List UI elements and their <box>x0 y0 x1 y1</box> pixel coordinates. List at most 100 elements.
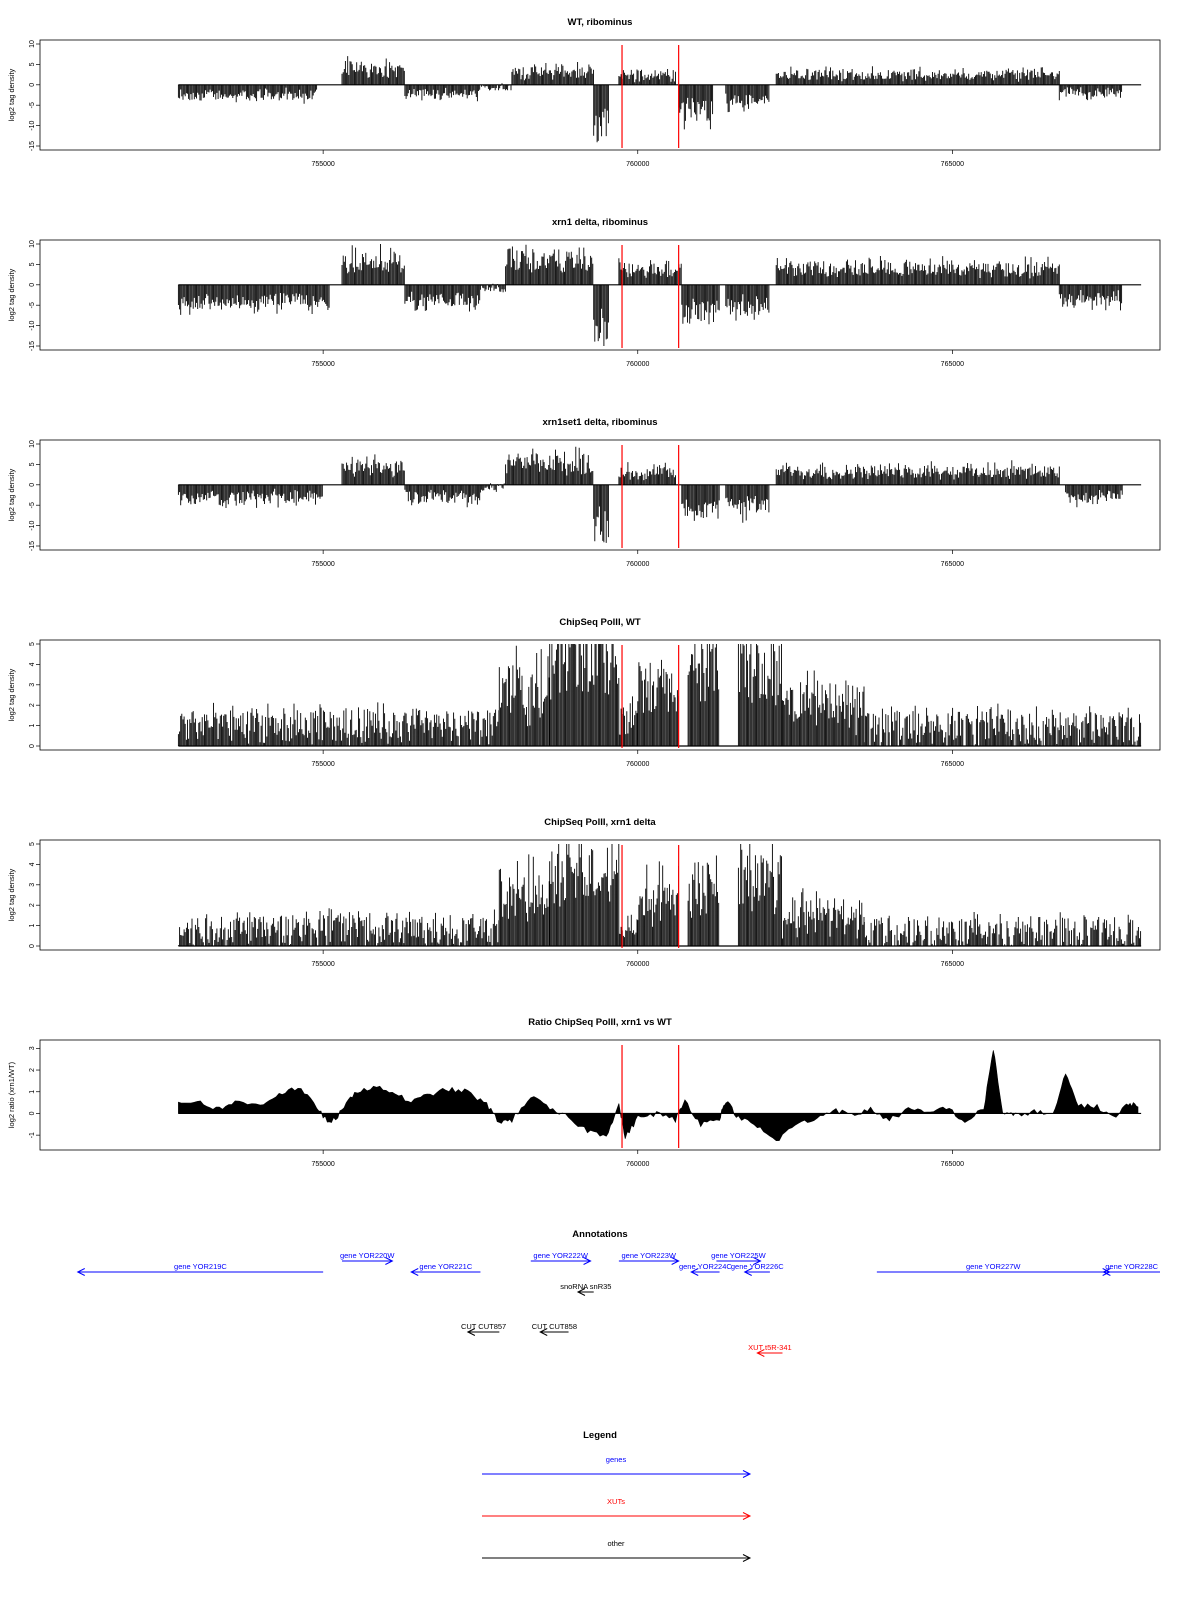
feature-label: gene YOR222W <box>533 1251 588 1260</box>
x-tick-label: 765000 <box>941 961 964 968</box>
x-tick-label: 760000 <box>626 361 649 368</box>
x-tick-label: 765000 <box>941 561 964 568</box>
y-tick-label: 0 <box>29 483 36 487</box>
panel-title: xrn1 delta, ribominus <box>552 217 648 228</box>
y-tick-label: 5 <box>29 842 36 846</box>
panel-3: xrn1set1 delta, ribominus 10 5 0 -5 -10 -15 log… <box>7 417 1161 568</box>
bar-segment <box>863 912 1142 946</box>
y-tick-label: -10 <box>29 320 36 330</box>
bar-segment <box>725 484 770 523</box>
y-tick-label: -5 <box>29 102 36 108</box>
bar-segment <box>618 258 682 285</box>
bar-segment <box>404 484 481 508</box>
feature-arrow-head <box>410 1268 419 1276</box>
feature-label: CUT CUT858 <box>532 1322 577 1331</box>
y-tick-label: 3 <box>29 883 36 887</box>
y-axis-label: log2 tag density <box>7 868 16 921</box>
feature-arrow-head <box>76 1268 85 1276</box>
feature: CUT CUT858 <box>532 1322 577 1336</box>
bar-segment <box>505 244 594 285</box>
x-tick-label: 755000 <box>311 761 334 768</box>
legend-label: other <box>607 1539 625 1548</box>
ratio-area <box>178 1050 1139 1142</box>
feature-label: gene YOR228C <box>1105 1262 1158 1271</box>
bar-segment <box>479 483 506 493</box>
bar-segment <box>593 284 609 346</box>
x-tick-label: 760000 <box>626 961 649 968</box>
bar-series <box>177 844 1142 946</box>
y-axis-label: log2 tag density <box>7 468 16 521</box>
feature-arrow-head <box>1102 1268 1111 1276</box>
y-tick-label: 3 <box>29 1046 36 1050</box>
y-axis-label: log2 ratio (xrn1/WT) <box>7 1061 16 1128</box>
x-tick-label: 755000 <box>311 961 334 968</box>
legend-label: XUTs <box>607 1497 625 1506</box>
panel-title: ChipSeq PolII, WT <box>559 617 640 628</box>
y-tick-label: 2 <box>29 703 36 707</box>
legend-item: XUTs <box>482 1497 752 1520</box>
x-tick-label: 765000 <box>941 361 964 368</box>
feature-arrow-head <box>539 1328 548 1336</box>
y-tick-label: -5 <box>29 302 36 308</box>
y-tick-label: 0 <box>29 283 36 287</box>
legend: Legend genes XUTs other <box>482 1430 752 1562</box>
y-tick-label: -15 <box>29 341 36 351</box>
feature: gene YOR226C <box>731 1262 784 1276</box>
bar-segment <box>498 854 550 946</box>
bar-segment <box>863 703 1142 746</box>
feature-arrow-head <box>753 1257 762 1265</box>
bar-segment <box>549 644 620 746</box>
bar-segment <box>737 844 782 946</box>
y-tick-label: 1 <box>29 724 36 728</box>
feature-label: gene YOR220W <box>340 1251 395 1260</box>
y-tick-label: -1 <box>29 1132 36 1138</box>
y-tick-label: 10 <box>29 440 36 448</box>
x-tick-label: 755000 <box>311 161 334 168</box>
legend-title: Legend <box>583 1430 617 1441</box>
y-tick-label: 5 <box>29 262 36 266</box>
plot-frame <box>39 439 1161 551</box>
feature: gene YOR228C <box>1102 1262 1160 1276</box>
bar-segment <box>341 244 405 285</box>
feature-label: gene YOR221C <box>419 1262 472 1271</box>
y-tick-label: 2 <box>29 1068 36 1072</box>
feature-arrow-head <box>671 1257 680 1265</box>
feature-label: gene YOR219C <box>174 1262 227 1271</box>
y-tick-label: -10 <box>29 120 36 130</box>
x-tick-label: 765000 <box>941 161 964 168</box>
feature: gene YOR223W <box>618 1251 680 1265</box>
panel-title: Ratio ChipSeq PolII, xrn1 vs WT <box>528 1017 672 1028</box>
bar-segment <box>1065 484 1123 508</box>
feature-label: gene YOR223W <box>622 1251 677 1260</box>
feature-label: gene YOR224C <box>679 1262 732 1271</box>
legend-items: genes XUTs other <box>482 1455 752 1562</box>
feature: gene YOR224C <box>679 1262 732 1276</box>
bar-segment <box>681 284 720 325</box>
annotation-features: gene YOR219C gene YOR220W gene YOR221C gene… <box>76 1251 1160 1357</box>
bar-segment <box>498 645 550 746</box>
y-axis-label: log2 tag density <box>7 268 16 321</box>
bar-segment <box>177 702 500 746</box>
bar-segment <box>775 256 1060 285</box>
bar-segment <box>637 861 679 946</box>
legend-item: genes <box>482 1455 752 1478</box>
x-tick-label: 755000 <box>311 1161 334 1168</box>
panel-5: ChipSeq PolII, xrn1 delta 5 4 3 2 1 0 log2 tag … <box>7 817 1161 968</box>
y-tick-label: 1 <box>29 1090 36 1094</box>
panel-1: WT, ribominus 10 5 0 -5 -10 -15 log2 tag densit… <box>7 17 1161 168</box>
bar-segment <box>341 454 405 485</box>
plot-frame <box>39 1039 1161 1151</box>
y-tick-label: -15 <box>29 541 36 551</box>
bar-segment <box>177 908 500 946</box>
panel-4: ChipSeq PolII, WT 5 4 3 2 1 0 log2 tag density 7… <box>7 617 1161 768</box>
feature: gene YOR222W <box>530 1251 592 1265</box>
y-tick-label: 5 <box>29 462 36 466</box>
y-tick-label: 2 <box>29 903 36 907</box>
y-tick-label: 0 <box>29 944 36 948</box>
panel-title: ChipSeq PolII, xrn1 delta <box>544 817 656 828</box>
y-tick-label: -10 <box>29 520 36 530</box>
y-axis-label: log2 tag density <box>7 68 16 121</box>
feature-label: gene YOR225W <box>711 1251 766 1260</box>
